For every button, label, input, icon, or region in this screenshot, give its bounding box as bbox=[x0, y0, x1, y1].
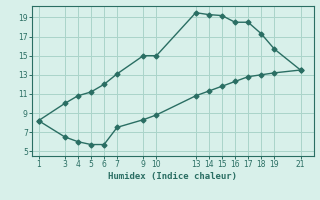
X-axis label: Humidex (Indice chaleur): Humidex (Indice chaleur) bbox=[108, 172, 237, 181]
